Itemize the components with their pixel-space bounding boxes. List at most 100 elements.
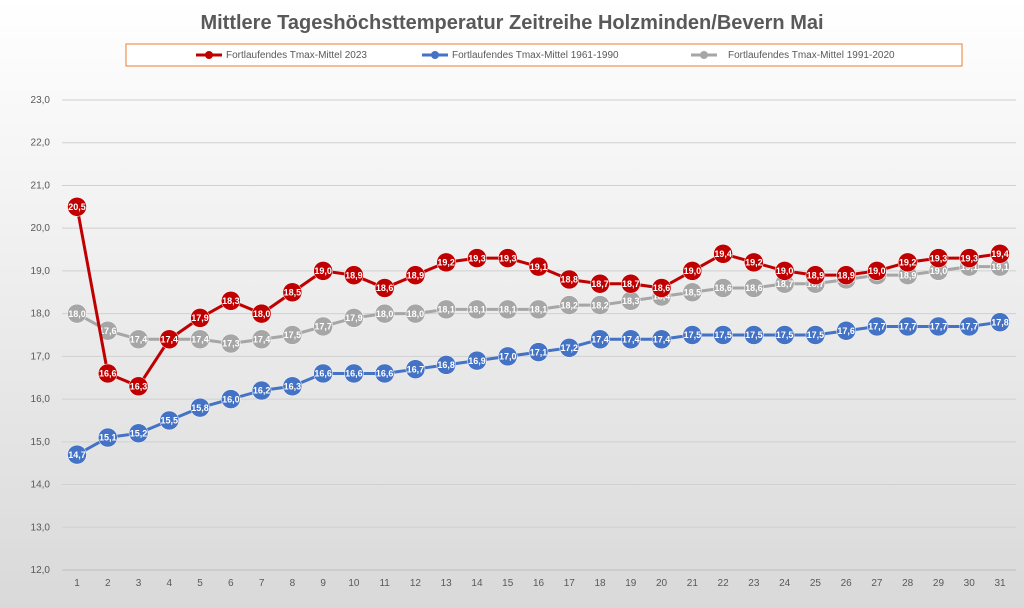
data-point bbox=[190, 308, 210, 328]
data-point bbox=[221, 291, 241, 311]
data-point bbox=[282, 325, 303, 345]
data-label: 18,6 bbox=[714, 283, 732, 293]
data-label: 15,1 bbox=[99, 433, 117, 443]
data-point bbox=[836, 265, 856, 285]
x-tick-label: 26 bbox=[841, 578, 853, 589]
data-label: 17,7 bbox=[960, 322, 978, 332]
x-tick-label: 12 bbox=[410, 578, 422, 589]
data-label: 17,4 bbox=[130, 334, 148, 344]
legend-box bbox=[125, 43, 963, 67]
x-tick-label: 23 bbox=[748, 578, 760, 589]
data-label: 17,6 bbox=[837, 326, 855, 336]
data-point bbox=[713, 278, 733, 298]
y-tick-label: 20,0 bbox=[31, 223, 51, 234]
data-point bbox=[744, 325, 764, 345]
data-point bbox=[436, 299, 456, 320]
legend-label-1961-1990: Fortlaufendes Tmax-Mittel 1961-1990 bbox=[452, 50, 619, 61]
y-tick-label: 12,0 bbox=[31, 565, 51, 576]
data-label: 18,5 bbox=[284, 287, 302, 297]
x-tick-label: 5 bbox=[197, 578, 203, 589]
legend-entry-1961-1990: Fortlaufendes Tmax-Mittel 1961-1990 bbox=[422, 50, 619, 61]
data-label: 19,4 bbox=[991, 249, 1009, 259]
data-point bbox=[559, 338, 580, 358]
data-point bbox=[190, 329, 210, 350]
data-label: 17,4 bbox=[622, 334, 640, 344]
data-point bbox=[344, 363, 364, 384]
data-label: 19,0 bbox=[868, 266, 886, 276]
data-point bbox=[528, 342, 549, 362]
data-point bbox=[590, 273, 610, 294]
x-tick-label: 8 bbox=[290, 578, 296, 589]
data-label: 19,3 bbox=[930, 253, 948, 263]
data-point bbox=[990, 244, 1010, 264]
data-point bbox=[713, 244, 733, 264]
data-point bbox=[928, 248, 949, 268]
data-label: 18,6 bbox=[653, 283, 671, 293]
legend-entry-2023: Fortlaufendes Tmax-Mittel 2023 bbox=[196, 50, 367, 61]
legend-label-1991-2020: Fortlaufendes Tmax-Mittel 1991-2020 bbox=[728, 50, 895, 61]
x-tick-label: 14 bbox=[471, 578, 483, 589]
legend-marker-1961-1990 bbox=[431, 51, 439, 59]
x-tick-label: 18 bbox=[594, 578, 606, 589]
data-label: 18,6 bbox=[745, 283, 763, 293]
data-label: 17,5 bbox=[745, 330, 763, 340]
data-point bbox=[805, 265, 826, 285]
legend-label-2023: Fortlaufendes Tmax-Mittel 2023 bbox=[226, 50, 367, 61]
data-label: 19,4 bbox=[714, 249, 732, 259]
data-point bbox=[836, 320, 856, 341]
data-label: 18,7 bbox=[622, 279, 640, 289]
data-label: 17,1 bbox=[530, 347, 548, 357]
data-point bbox=[467, 248, 487, 268]
legend-marker-2023 bbox=[205, 51, 213, 59]
data-label: 16,3 bbox=[284, 381, 302, 391]
data-point bbox=[682, 282, 703, 303]
data-label: 16,2 bbox=[253, 386, 271, 396]
data-point bbox=[344, 265, 364, 285]
data-label: 19,3 bbox=[960, 253, 978, 263]
data-point bbox=[990, 312, 1010, 332]
data-label: 18,9 bbox=[345, 270, 363, 280]
data-label: 17,6 bbox=[99, 326, 117, 336]
data-point bbox=[67, 197, 87, 217]
data-point bbox=[98, 427, 118, 448]
data-label: 18,0 bbox=[253, 309, 271, 319]
data-label: 17,9 bbox=[191, 313, 209, 323]
data-label: 18,1 bbox=[437, 305, 455, 315]
y-tick-label: 18,0 bbox=[31, 309, 51, 320]
data-point bbox=[497, 299, 518, 320]
y-tick-label: 13,0 bbox=[31, 522, 51, 533]
data-point bbox=[867, 261, 887, 281]
data-point bbox=[282, 282, 303, 303]
data-label: 18,6 bbox=[376, 283, 394, 293]
data-label: 16,0 bbox=[222, 394, 240, 404]
data-point bbox=[928, 316, 949, 337]
data-label: 17,4 bbox=[161, 334, 179, 344]
legend: Fortlaufendes Tmax-Mittel 2023 Fortlaufe… bbox=[125, 43, 963, 67]
data-point bbox=[221, 333, 241, 354]
data-label: 17,7 bbox=[930, 322, 948, 332]
data-point bbox=[128, 423, 149, 444]
data-point bbox=[405, 359, 426, 379]
x-tick-label: 19 bbox=[625, 578, 637, 589]
data-point bbox=[251, 329, 272, 350]
data-point bbox=[559, 269, 580, 290]
data-point bbox=[559, 295, 580, 315]
x-tick-label: 31 bbox=[994, 578, 1006, 589]
data-label: 16,6 bbox=[376, 369, 394, 379]
data-label: 17,2 bbox=[561, 343, 579, 353]
data-point bbox=[651, 329, 672, 350]
legend-entry-1991-2020: Fortlaufendes Tmax-Mittel 1991-2020 bbox=[691, 50, 895, 61]
data-point bbox=[128, 376, 149, 397]
data-point bbox=[313, 261, 333, 281]
data-point bbox=[251, 380, 272, 401]
data-label: 16,7 bbox=[407, 364, 425, 374]
series-0: 20,5 16,6 16,3 17,4 17,9 18,3 18,0 18,5 19,0 18,9… bbox=[67, 197, 1010, 397]
data-point bbox=[651, 278, 672, 298]
data-point bbox=[98, 363, 118, 384]
data-point bbox=[221, 389, 241, 409]
data-point bbox=[774, 261, 795, 281]
x-tick-label: 17 bbox=[564, 578, 576, 589]
x-tick-label: 9 bbox=[320, 578, 326, 589]
data-point bbox=[867, 316, 887, 337]
